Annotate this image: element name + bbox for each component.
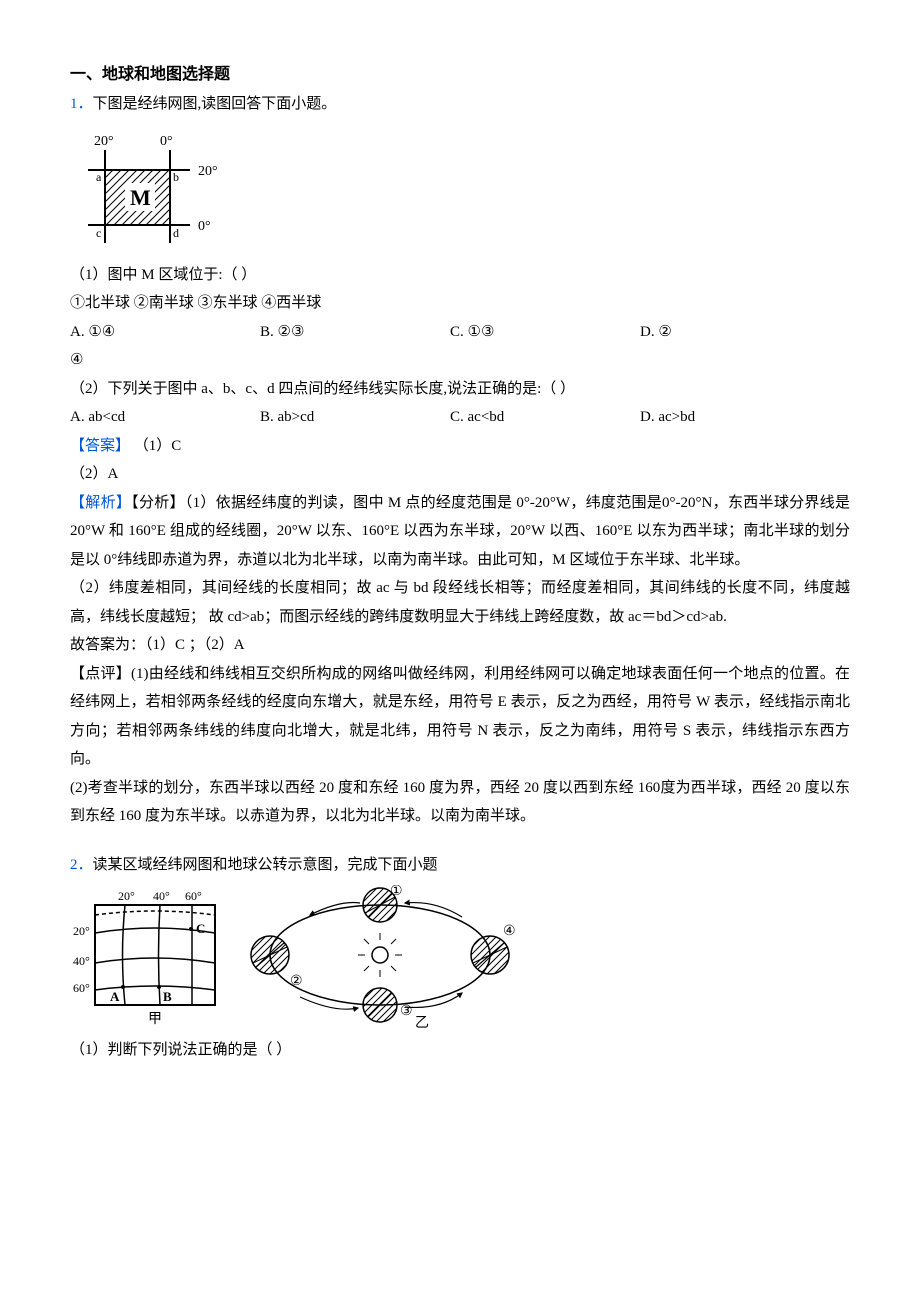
q1-review-p1: 【点评】(1)由经线和纬线相互交织所构成的网络叫做经纬网，利用经纬网可以确定地球… <box>70 660 850 774</box>
p4: ④ <box>503 924 516 939</box>
label-right-upper: 20° <box>198 164 218 179</box>
label-M: M <box>130 185 151 210</box>
question-1: 1．下图是经纬网图,读图回答下面小题。 <box>70 90 850 119</box>
q1-sub2-optA: A. ab<cd <box>70 403 260 432</box>
analysis-label: 【解析】 <box>70 495 131 511</box>
label-right-lower: 0° <box>198 219 211 234</box>
label-a: a <box>96 170 102 184</box>
question-2: 2．读某区域经纬网图和地球公转示意图，完成下面小题 <box>70 851 850 880</box>
label-b: b <box>173 170 179 184</box>
earth-pos3 <box>363 988 397 1022</box>
captionR: 乙 <box>415 1015 429 1030</box>
q1-analysis-conclude: 故答案为：（1）C ；（2）A <box>70 631 850 660</box>
q1-stem: 下图是经纬网图,读图回答下面小题。 <box>93 96 337 112</box>
p3: ③ <box>400 1004 413 1019</box>
q1-sub1-optD: D. ② <box>640 318 672 347</box>
captionL: 甲 <box>148 1012 162 1027</box>
yl3: 60° <box>73 981 90 995</box>
q1-sub1-opt-tail: ④ <box>70 346 850 375</box>
p2: ② <box>290 974 303 989</box>
label-tr: 0° <box>160 134 173 149</box>
q1-analysis-p1: 【解析】【分析】（1）依据经纬度的判读，图中 M 点的经度范围是 0°-20°W… <box>70 489 850 575</box>
q1-sub2-options: A. ab<cd B. ab>cd C. ac<bd D. ac>bd <box>70 403 850 432</box>
yl1: 20° <box>73 924 90 938</box>
q1-number: 1． <box>70 96 93 112</box>
yl2: 40° <box>73 954 90 968</box>
section-heading: 一、地球和地图选择题 <box>70 60 850 90</box>
xl2: 40° <box>153 889 170 903</box>
q1-sub1-line2: ①北半球 ②南半球 ③东半球 ④西半球 <box>70 289 850 318</box>
earth-pos4 <box>471 936 509 974</box>
xl3: 60° <box>185 889 202 903</box>
q1-figure: 20° 0° M 20° 0° a b c d <box>70 125 850 255</box>
q2-figure-right: ① ② ③ ④ 乙 <box>240 885 520 1030</box>
q1-answer-1: （1）C <box>134 438 182 454</box>
p1: ① <box>390 885 403 899</box>
earth-pos2 <box>251 936 289 974</box>
q2-number: 2． <box>70 857 93 873</box>
q1-sub2-optD: D. ac>bd <box>640 403 695 432</box>
label-d: d <box>173 226 179 240</box>
q1-answer-line2: （2）A <box>70 460 850 489</box>
ptA: A <box>110 989 120 1004</box>
q2-stem: 读某区域经纬网图和地球公转示意图，完成下面小题 <box>93 857 438 873</box>
q1-review-p2: (2)考查半球的划分，东西半球以西经 20 度和东经 160 度为界，西经 20… <box>70 774 850 831</box>
q1-sub2-prompt: （2）下列关于图中 a、b、c、d 四点间的经纬线实际长度,说法正确的是:（ ） <box>70 375 850 404</box>
label-c: c <box>96 226 101 240</box>
q1-sub1-optC: C. ①③ <box>450 318 640 347</box>
q1-analysis-p1-text: 【分析】（1）依据经纬度的判读，图中 M 点的经度范围是 0°-20°W，纬度范… <box>70 495 850 568</box>
q1-answer-line1: 【答案】 （1）C <box>70 432 850 461</box>
q1-sub1-optA: A. ①④ <box>70 318 260 347</box>
q2-sub1-prompt: （1）判断下列说法正确的是（ ） <box>70 1036 850 1065</box>
q1-sub1-prompt: （1）图中 M 区域位于:（ ） <box>70 261 850 290</box>
q1-sub1-options: A. ①④ B. ②③ C. ①③ D. ② <box>70 318 850 347</box>
xl1: 20° <box>118 889 135 903</box>
label-tl: 20° <box>94 134 114 149</box>
q2-figures: 20° 40° 60° 20° 40° 60° A B C 甲 <box>70 885 850 1030</box>
q1-sub2-optC: C. ac<bd <box>450 403 640 432</box>
q1-sub1-optB: B. ②③ <box>260 318 450 347</box>
q2-figure-left: 20° 40° 60° 20° 40° 60° A B C 甲 <box>70 885 230 1030</box>
spacer <box>70 831 850 851</box>
q1-analysis-p2: （2）纬度差相同，其间经线的长度相同；故 ac 与 bd 段经线长相等；而经度差… <box>70 574 850 631</box>
answer-label: 【答案】 <box>70 438 130 454</box>
q1-sub2-optB: B. ab>cd <box>260 403 450 432</box>
ptB: B <box>163 989 172 1004</box>
ptC: C <box>196 921 205 936</box>
